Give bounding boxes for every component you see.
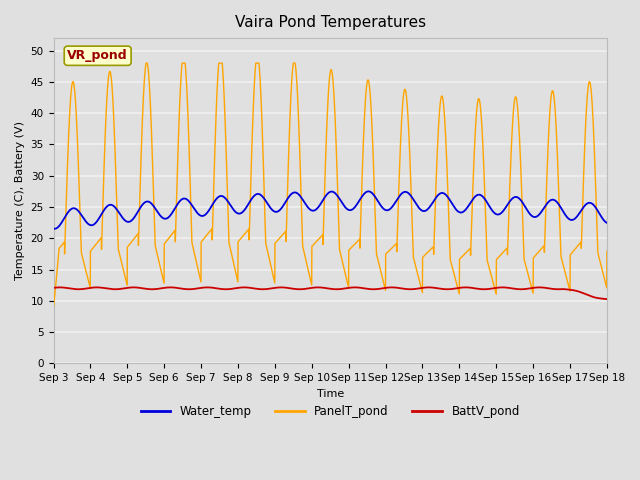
Y-axis label: Temperature (C), Battery (V): Temperature (C), Battery (V) — [15, 121, 25, 280]
X-axis label: Time: Time — [317, 389, 344, 399]
Legend: Water_temp, PanelT_pond, BattV_pond: Water_temp, PanelT_pond, BattV_pond — [136, 400, 525, 422]
Text: VR_pond: VR_pond — [67, 49, 128, 62]
Title: Vaira Pond Temperatures: Vaira Pond Temperatures — [235, 15, 426, 30]
